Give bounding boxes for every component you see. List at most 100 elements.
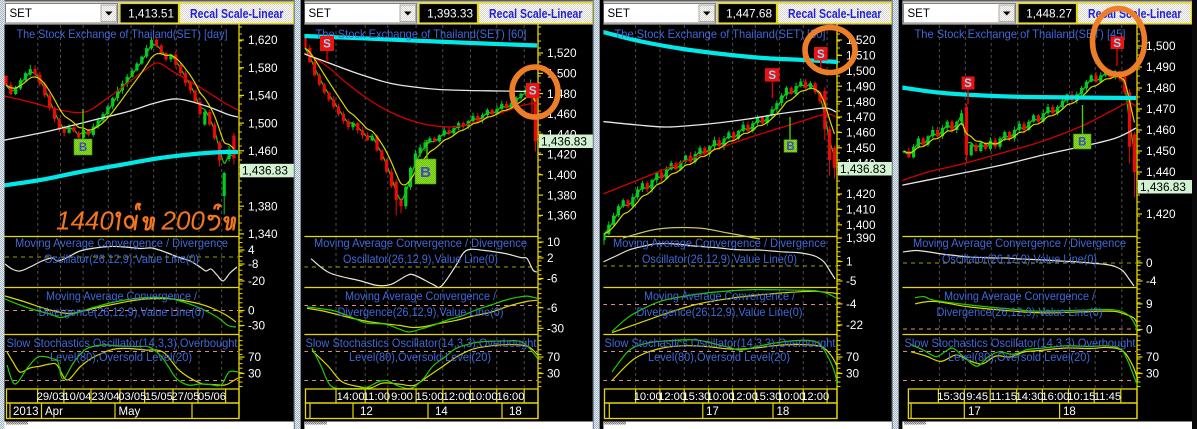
svg-text:-30: -30 — [248, 319, 265, 333]
svg-text:The Stock Exchange of Thailand: The Stock Exchange of Thailand(SET) [day… — [17, 27, 228, 41]
svg-text:B: B — [79, 142, 87, 154]
svg-text:12:00: 12:00 — [730, 391, 758, 403]
svg-text:Moving Average Convergence /: Moving Average Convergence / — [644, 289, 796, 303]
svg-text:10:00: 10:00 — [777, 391, 805, 403]
svg-text:9:45: 9:45 — [966, 391, 988, 403]
svg-text:1,480: 1,480 — [846, 95, 876, 109]
svg-text:15:30: 15:30 — [682, 391, 710, 403]
svg-text:Slow Stochastics Oscillator(14: Slow Stochastics Oscillator(14,3,3),Over… — [605, 336, 837, 350]
svg-text:Oscillator(26,12,9),Value Line: Oscillator(26,12,9),Value Line(0) — [343, 252, 498, 266]
svg-text:May: May — [119, 406, 141, 418]
svg-text:18: 18 — [509, 406, 522, 418]
svg-text:SET: SET — [908, 8, 930, 20]
svg-text:B: B — [1078, 137, 1086, 149]
svg-text:S: S — [323, 39, 331, 51]
svg-text:2013: 2013 — [13, 406, 39, 418]
svg-text:1,470: 1,470 — [1146, 102, 1176, 116]
svg-text:2: 2 — [547, 251, 554, 265]
svg-text:SET: SET — [309, 8, 331, 20]
svg-text:1,460: 1,460 — [248, 144, 278, 158]
svg-text:1,447.68: 1,447.68 — [726, 7, 772, 21]
svg-text:Slow Stochastics Oscillator(14: Slow Stochastics Oscillator(14,3,3),Over… — [905, 336, 1137, 350]
svg-text:1,490: 1,490 — [1146, 60, 1176, 74]
svg-text:Moving Average Convergence / D: Moving Average Convergence / Divergence — [15, 236, 228, 250]
svg-text:18: 18 — [1063, 406, 1076, 418]
svg-text:10:15: 10:15 — [1067, 391, 1095, 403]
svg-text:1,410: 1,410 — [846, 203, 876, 217]
svg-text:Level(80),Oversold Level(20): Level(80),Oversold Level(20) — [648, 350, 790, 364]
svg-text:-4: -4 — [846, 297, 857, 311]
svg-text:-20: -20 — [248, 274, 265, 288]
svg-text:10:00: 10:00 — [470, 391, 498, 403]
svg-text:B: B — [420, 164, 431, 181]
svg-text:The Stock Exchange of Thailand: The Stock Exchange of Thailand(SET) [60] — [316, 27, 527, 41]
svg-text:14:00: 14:00 — [337, 391, 365, 403]
svg-text:1: 1 — [846, 255, 853, 269]
svg-text:16:00: 16:00 — [497, 391, 525, 403]
svg-text:S: S — [1113, 38, 1121, 50]
svg-text:1,490: 1,490 — [846, 79, 876, 93]
svg-text:11:45: 11:45 — [1094, 391, 1121, 403]
svg-text:10: 10 — [547, 235, 561, 249]
svg-text:S: S — [817, 49, 825, 61]
svg-text:1440: 1440 — [56, 206, 114, 236]
svg-text:1,580: 1,580 — [248, 61, 278, 75]
svg-text:11:00: 11:00 — [363, 391, 390, 403]
svg-text:1,436.83: 1,436.83 — [1140, 180, 1186, 194]
svg-text:15:30: 15:30 — [753, 391, 781, 403]
svg-text:10/04: 10/04 — [63, 391, 91, 403]
svg-text:1,360: 1,360 — [547, 209, 577, 223]
svg-text:1,460: 1,460 — [846, 126, 876, 140]
svg-text:Moving Average Convergence / D: Moving Average Convergence / Divergence — [613, 236, 826, 250]
svg-text:15:00: 15:00 — [416, 391, 444, 403]
svg-text:Moving Average Convergence / D: Moving Average Convergence / Divergence — [314, 236, 527, 250]
svg-text:-6: -6 — [547, 272, 558, 286]
svg-text:70: 70 — [547, 350, 561, 364]
svg-text:1,540: 1,540 — [248, 89, 278, 103]
svg-text:1,460: 1,460 — [547, 107, 577, 121]
svg-text:1,480: 1,480 — [1146, 81, 1176, 95]
svg-text:11:15: 11:15 — [990, 391, 1017, 403]
svg-text:1,448.27: 1,448.27 — [1026, 7, 1072, 21]
svg-text:Moving Average Convergence /: Moving Average Convergence / — [46, 289, 198, 303]
svg-text:Moving Average Convergence /: Moving Average Convergence / — [345, 289, 497, 303]
svg-text:70: 70 — [1146, 350, 1160, 364]
svg-text:S: S — [529, 86, 537, 98]
svg-text:1,500: 1,500 — [248, 116, 278, 130]
svg-text:1,436.83: 1,436.83 — [242, 164, 288, 178]
svg-text:Recal Scale-Linear: Recal Scale-Linear — [190, 7, 284, 21]
svg-text:Oscillator(26,12,9),Value Line: Oscillator(26,12,9),Value Line(0) — [642, 252, 797, 266]
svg-text:Oscillator(26,12,9),Value Line: Oscillator(26,12,9),Value Line(0) — [942, 252, 1097, 266]
svg-text:B: B — [786, 141, 794, 153]
svg-text:1,420: 1,420 — [547, 148, 577, 162]
svg-text:29/03: 29/03 — [37, 391, 65, 403]
svg-text:Moving Average Convergence / D: Moving Average Convergence / Divergence — [913, 236, 1126, 250]
svg-text:1,436.83: 1,436.83 — [541, 134, 587, 148]
svg-text:9:00: 9:00 — [391, 391, 413, 403]
svg-text:The Stock Exchange of Thailand: The Stock Exchange of Thailand(SET) [30] — [615, 27, 826, 41]
svg-text:1,500: 1,500 — [846, 64, 876, 78]
svg-text:15/05: 15/05 — [145, 391, 173, 403]
svg-text:S: S — [768, 70, 776, 82]
svg-text:03/05: 03/05 — [118, 391, 146, 403]
svg-text:S: S — [964, 78, 972, 90]
svg-text:10:00: 10:00 — [707, 391, 735, 403]
svg-text:-4: -4 — [1146, 274, 1157, 288]
svg-text:Recal Scale-Linear: Recal Scale-Linear — [489, 7, 583, 21]
svg-text:Divergence(26,12,9),Value Line: Divergence(26,12,9),Value Line(0) — [39, 305, 205, 319]
svg-text:27/05: 27/05 — [172, 391, 200, 403]
svg-text:9: 9 — [1146, 297, 1153, 311]
svg-text:1,420: 1,420 — [1146, 207, 1176, 221]
svg-text:1,400: 1,400 — [846, 218, 876, 232]
svg-text:SET: SET — [10, 8, 32, 20]
svg-text:10:00: 10:00 — [634, 391, 662, 403]
svg-text:12:00: 12:00 — [658, 391, 686, 403]
svg-text:1,440: 1,440 — [1146, 165, 1176, 179]
svg-text:0: 0 — [1146, 323, 1153, 337]
svg-text:-5: -5 — [846, 274, 857, 288]
svg-text:12: 12 — [360, 406, 373, 418]
svg-text:70: 70 — [248, 350, 262, 364]
svg-text:4: 4 — [248, 243, 255, 257]
svg-text:1,393.33: 1,393.33 — [427, 7, 473, 21]
svg-text:1,470: 1,470 — [846, 110, 876, 124]
